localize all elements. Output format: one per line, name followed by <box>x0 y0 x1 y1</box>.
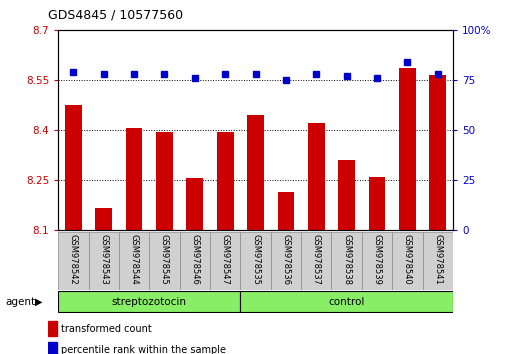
FancyBboxPatch shape <box>58 232 88 290</box>
FancyBboxPatch shape <box>331 232 361 290</box>
Bar <box>368 177 385 230</box>
Text: GSM978535: GSM978535 <box>250 234 260 285</box>
FancyBboxPatch shape <box>149 232 179 290</box>
Bar <box>429 75 445 230</box>
Bar <box>126 129 142 230</box>
Text: GSM978545: GSM978545 <box>160 234 169 284</box>
Bar <box>186 178 203 230</box>
Bar <box>337 160 355 230</box>
FancyBboxPatch shape <box>119 232 149 290</box>
FancyBboxPatch shape <box>240 291 452 312</box>
Text: GSM978536: GSM978536 <box>281 234 290 285</box>
FancyBboxPatch shape <box>391 232 422 290</box>
Text: GSM978538: GSM978538 <box>341 234 350 285</box>
FancyBboxPatch shape <box>422 232 452 290</box>
Text: streptozotocin: streptozotocin <box>112 297 186 307</box>
Bar <box>398 68 415 230</box>
FancyBboxPatch shape <box>240 232 270 290</box>
Text: transformed count: transformed count <box>61 324 152 334</box>
Text: GSM978547: GSM978547 <box>220 234 229 285</box>
FancyBboxPatch shape <box>58 291 240 312</box>
Bar <box>217 132 233 230</box>
Bar <box>65 105 82 230</box>
FancyBboxPatch shape <box>88 232 119 290</box>
FancyBboxPatch shape <box>361 232 391 290</box>
FancyBboxPatch shape <box>210 232 240 290</box>
Text: GSM978541: GSM978541 <box>432 234 441 284</box>
Bar <box>95 209 112 230</box>
Text: GSM978544: GSM978544 <box>129 234 138 284</box>
Bar <box>247 115 264 230</box>
Bar <box>277 192 294 230</box>
Text: GSM978543: GSM978543 <box>99 234 108 285</box>
Text: percentile rank within the sample: percentile rank within the sample <box>61 345 226 354</box>
Text: GSM978546: GSM978546 <box>190 234 199 285</box>
Text: GSM978542: GSM978542 <box>69 234 78 284</box>
Text: GDS4845 / 10577560: GDS4845 / 10577560 <box>48 8 183 21</box>
FancyBboxPatch shape <box>270 232 300 290</box>
Bar <box>307 124 324 230</box>
Text: GSM978537: GSM978537 <box>311 234 320 285</box>
FancyBboxPatch shape <box>300 232 331 290</box>
Text: GSM978539: GSM978539 <box>372 234 381 285</box>
Text: GSM978540: GSM978540 <box>402 234 411 284</box>
Text: agent: agent <box>5 297 35 307</box>
Bar <box>156 132 173 230</box>
Bar <box>48 342 57 354</box>
Text: ▶: ▶ <box>35 297 43 307</box>
Bar <box>48 321 57 336</box>
FancyBboxPatch shape <box>179 232 210 290</box>
Text: control: control <box>328 297 364 307</box>
